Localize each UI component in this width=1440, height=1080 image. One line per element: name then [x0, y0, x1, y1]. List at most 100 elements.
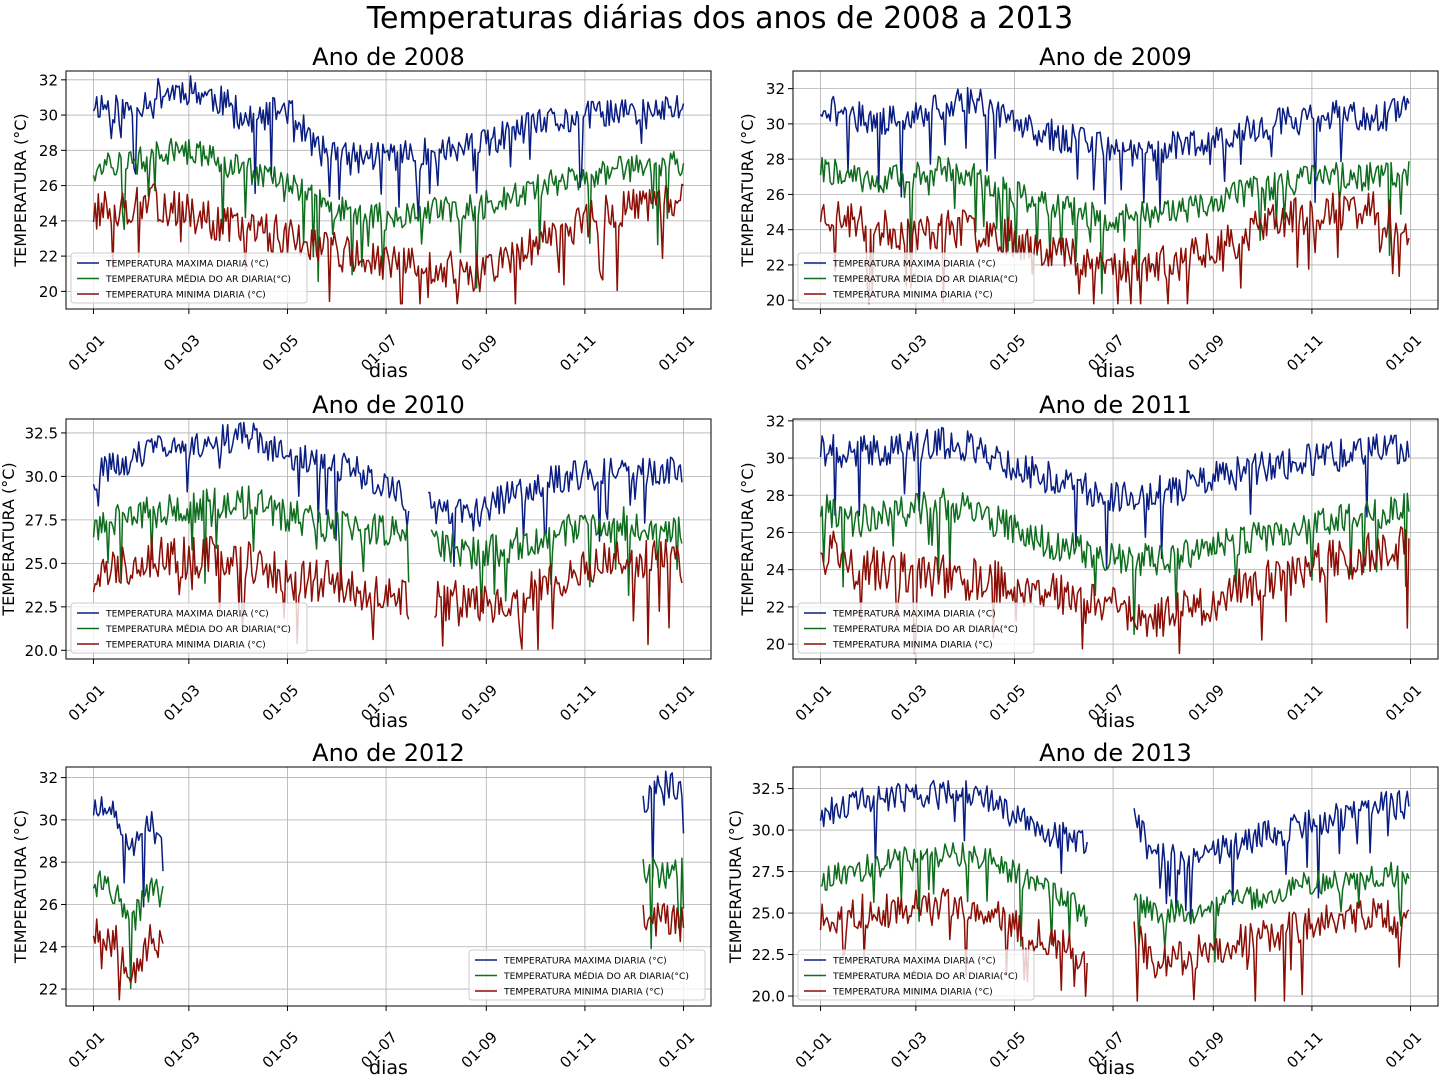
plot-frame	[65, 70, 712, 310]
chart-title: Ano de 2009	[1039, 43, 1192, 71]
legend: TEMPERATURA MAXIMA DIARIA (°C) TEMPERATUR…	[468, 949, 706, 1001]
x-axis-label: dias	[369, 1057, 408, 1079]
legend-entry: TEMPERATURA MINIMA DIARIA (°C)	[832, 640, 993, 651]
series-line-3	[92, 183, 684, 305]
y-tick-label: 32	[39, 71, 58, 89]
chart-title: Ano de 2010	[312, 391, 465, 419]
x-tick-label: 01-05	[986, 1028, 1030, 1072]
series-line-3	[92, 902, 685, 1001]
legend-entry: TEMPERATURA MAXIMA DIARIA (°C)	[105, 259, 269, 270]
x-tick-label: 01-03	[160, 1028, 204, 1072]
chart-panel-1: 01-01 01-03 01-05 01-07 01-09 01-11 01-0120222…	[11, 43, 712, 382]
x-tick-label: 01-09	[1185, 331, 1229, 375]
y-tick-label: 20.0	[752, 988, 785, 1006]
plot-frame	[792, 766, 1439, 1007]
x-tick-label: 01-05	[986, 331, 1030, 375]
chart-title: Ano de 2008	[312, 43, 465, 71]
x-tick-label: 01-11	[1283, 681, 1327, 725]
chart-panel-5: 01-01 01-03 01-05 01-07 01-09 01-11 01-0122242…	[11, 739, 712, 1079]
x-axis-label: dias	[1096, 1057, 1135, 1079]
x-tick-label: 01-03	[160, 681, 204, 725]
y-tick-label: 27.5	[752, 863, 785, 881]
y-tick-label: 24	[766, 561, 785, 579]
chart-panel-2: 01-01 01-03 01-05 01-07 01-09 01-11 01-0120222…	[738, 43, 1439, 382]
x-tick-label: 01-09	[458, 681, 502, 725]
y-tick-label: 27.5	[25, 511, 58, 529]
legend: TEMPERATURA MAXIMA DIARIA (°C) TEMPERATUR…	[797, 252, 1035, 304]
legend-box	[797, 252, 1035, 304]
series-line-3	[820, 526, 1410, 655]
legend: TEMPERATURA MAXIMA DIARIA (°C) TEMPERATUR…	[70, 252, 308, 304]
y-tick-label: 24	[39, 212, 58, 230]
series-line-1	[92, 421, 683, 568]
y-tick-label: 30	[766, 450, 785, 468]
y-tick-label: 32.5	[752, 780, 785, 798]
y-axis-label: TEMPERATURA (°C)	[738, 462, 757, 616]
series-line-2	[819, 487, 1410, 636]
y-tick-label: 28	[766, 151, 785, 169]
x-tick-label: 01-09	[1185, 681, 1229, 725]
plot-frame	[792, 418, 1439, 660]
legend-entry: TEMPERATURA MÉDIA DO AR DIARIA(°C)	[105, 623, 291, 635]
series-line-2	[92, 857, 685, 990]
chart-panel-3: 01-01 01-03 01-05 01-07 01-09 01-11 01-0120.02…	[0, 391, 712, 732]
plot-frame	[792, 70, 1439, 310]
x-tick-label: 01-05	[259, 1028, 303, 1072]
y-tick-label: 26	[766, 524, 785, 542]
y-tick-label: 26	[766, 186, 785, 204]
x-axis-label: dias	[369, 360, 408, 382]
y-tick-label: 28	[766, 487, 785, 505]
y-axis-label: TEMPERATURA (°C)	[0, 462, 18, 616]
chart-title: Ano de 2012	[312, 739, 465, 767]
x-tick-label: 01-01	[792, 1028, 836, 1072]
y-tick-label: 26	[39, 896, 58, 914]
legend-box	[797, 602, 1035, 654]
series-line-2	[92, 485, 683, 613]
x-tick-label: 01-01	[655, 1028, 699, 1072]
x-tick-label: 01-05	[986, 681, 1030, 725]
legend-entry: TEMPERATURA MAXIMA DIARIA (°C)	[832, 956, 996, 967]
x-tick-label: 01-11	[556, 681, 600, 725]
y-tick-label: 30	[39, 107, 58, 125]
x-tick-label: 01-01	[1382, 681, 1426, 725]
series-line-1	[92, 770, 685, 908]
y-tick-label: 25.0	[752, 905, 785, 923]
chart-title: Ano de 2013	[1039, 739, 1192, 767]
x-tick-label: 01-11	[1283, 331, 1327, 375]
legend-entry: TEMPERATURA MINIMA DIARIA (°C)	[503, 987, 664, 998]
x-tick-label: 01-03	[160, 331, 204, 375]
y-tick-label: 22	[39, 248, 58, 266]
x-tick-label: 01-01	[1382, 1028, 1426, 1072]
y-tick-label: 22	[766, 256, 785, 274]
y-tick-label: 20.0	[25, 642, 58, 660]
y-tick-label: 28	[39, 142, 58, 160]
x-tick-label: 01-03	[887, 1028, 931, 1072]
x-tick-label: 01-01	[65, 681, 109, 725]
x-tick-label: 01-01	[655, 681, 699, 725]
y-axis-label: TEMPERATURA (°C)	[738, 113, 757, 267]
y-axis-label: TEMPERATURA (°C)	[726, 810, 745, 964]
legend-entry: TEMPERATURA MÉDIA DO AR DIARIA(°C)	[832, 273, 1018, 285]
x-tick-label: 01-09	[1185, 1028, 1229, 1072]
y-tick-label: 22.5	[752, 946, 785, 964]
legend-entry: TEMPERATURA MÉDIA DO AR DIARIA(°C)	[105, 273, 291, 285]
x-tick-label: 01-09	[458, 1028, 502, 1072]
y-axis-label: TEMPERATURA (°C)	[11, 810, 30, 964]
x-tick-label: 01-01	[655, 331, 699, 375]
chart-panel-6: 01-01 01-03 01-05 01-07 01-09 01-11 01-0120.02…	[726, 739, 1439, 1079]
series-line-1	[819, 426, 1410, 571]
series-line-3	[819, 191, 1410, 305]
x-tick-label: 01-01	[792, 681, 836, 725]
y-tick-label: 32	[766, 80, 785, 98]
y-tick-label: 20	[766, 292, 785, 310]
y-tick-label: 32	[39, 769, 58, 787]
series-line-2	[820, 842, 1410, 963]
legend-entry: TEMPERATURA MAXIMA DIARIA (°C)	[832, 259, 996, 270]
x-tick-label: 01-01	[65, 331, 109, 375]
y-axis-label: TEMPERATURA (°C)	[11, 113, 30, 267]
y-tick-label: 20	[766, 636, 785, 654]
x-tick-label: 01-01	[65, 1028, 109, 1072]
series-line-3	[92, 535, 683, 651]
y-tick-label: 20	[39, 283, 58, 301]
